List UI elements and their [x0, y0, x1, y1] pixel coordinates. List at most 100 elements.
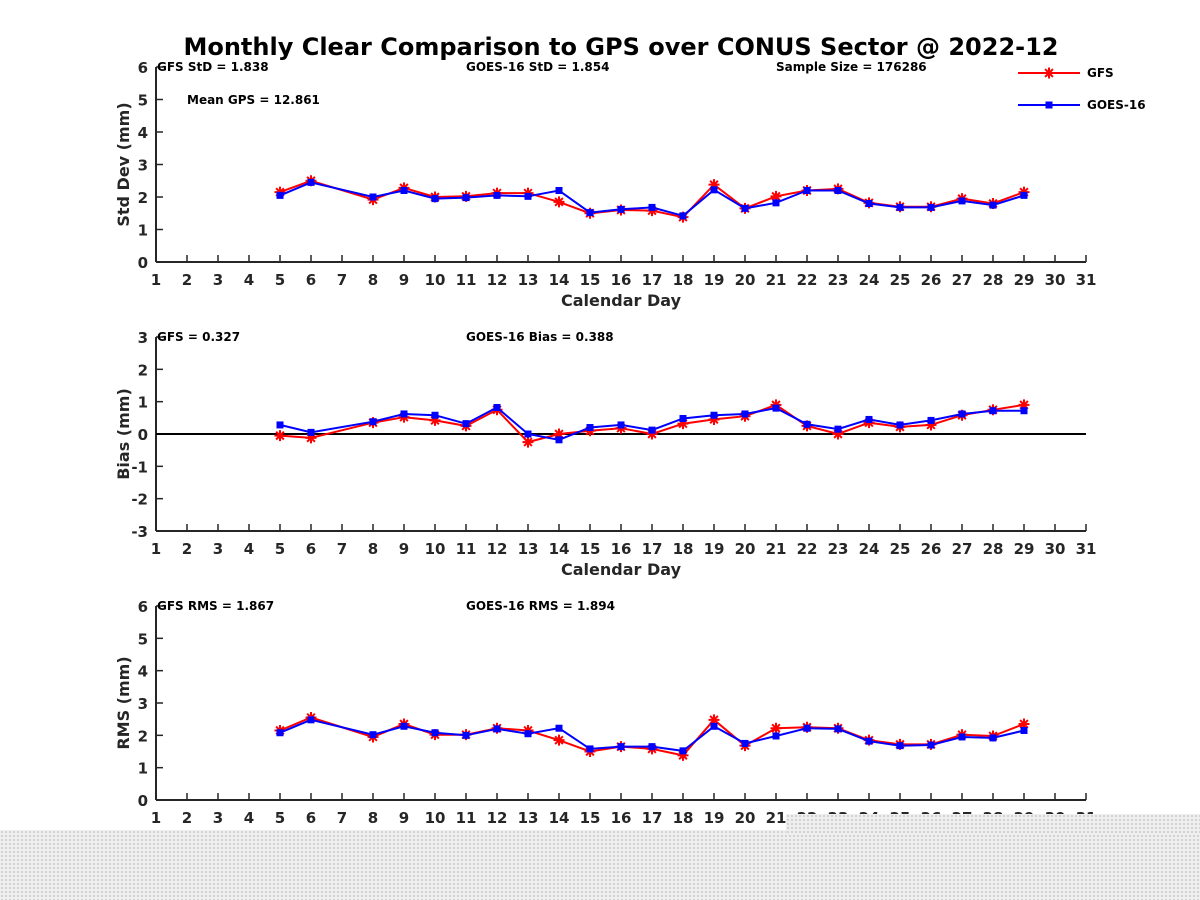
y-tick-label: 4: [138, 663, 148, 681]
x-tick-label: 24: [859, 809, 880, 827]
y-axis-label: RMS (mm): [114, 656, 133, 749]
x-tick-label: 26: [921, 540, 942, 558]
data-point: [710, 186, 718, 194]
data-point: [553, 428, 565, 440]
y-tick-label: 3: [138, 695, 148, 713]
data-point: [741, 410, 749, 418]
x-tick-label: 18: [673, 271, 694, 289]
x-tick-label: 17: [642, 271, 663, 289]
annotation: Mean GPS = 12.861: [187, 93, 320, 107]
data-point: [462, 731, 470, 739]
series-line: [279, 181, 1025, 217]
data-point: [989, 407, 997, 415]
x-tick-label: 27: [952, 540, 973, 558]
annotation: Sample Size = 176286: [776, 60, 927, 74]
x-tick-label: 12: [487, 540, 508, 558]
x-tick-label: 13: [518, 809, 539, 827]
y-tick-label: 5: [138, 630, 148, 648]
x-tick-label: 2: [182, 809, 192, 827]
x-tick-label: 17: [642, 540, 663, 558]
x-tick-label: 12: [487, 271, 508, 289]
x-tick-label: 10: [425, 271, 446, 289]
data-point: [369, 731, 377, 739]
data-point: [832, 428, 844, 440]
data-point: [927, 416, 935, 424]
y-axis-label: Bias (mm): [114, 388, 133, 480]
data-point: [307, 716, 315, 724]
x-tick-label: 25: [890, 540, 911, 558]
series-line: [279, 406, 1024, 441]
x-tick-label: 22: [797, 809, 818, 827]
annotation: GFS = 0.327: [157, 330, 240, 344]
x-tick-label: 19: [704, 809, 725, 827]
data-point: [522, 436, 534, 448]
data-point: [927, 203, 935, 211]
data-point: [586, 745, 594, 753]
data-point: [555, 724, 563, 732]
x-tick-label: 23: [828, 271, 849, 289]
data-point: [400, 722, 408, 730]
data-point: [431, 195, 439, 203]
data-point: [648, 426, 656, 434]
data-point: [741, 739, 749, 747]
x-tick-label: 29: [1014, 271, 1035, 289]
x-tick-label: 29: [1014, 809, 1035, 827]
x-tick-label: 15: [580, 540, 601, 558]
data-point: [400, 410, 408, 418]
x-tick-label: 3: [213, 809, 223, 827]
legend-marker: [1043, 67, 1055, 79]
annotation: GFS RMS = 1.867: [157, 599, 274, 613]
data-point: [1018, 718, 1030, 730]
x-tick-label: 18: [673, 809, 694, 827]
data-point: [369, 418, 377, 426]
data-point: [524, 430, 532, 438]
series-goes-16: [276, 716, 1028, 755]
y-tick-label: 0: [138, 792, 148, 810]
x-tick-label: 30: [1045, 271, 1066, 289]
data-point: [1020, 726, 1028, 734]
x-tick-label: 25: [890, 271, 911, 289]
data-point: [772, 732, 780, 740]
panels: 1 2 3 4 5 6 7 8 9 10 11 12 13 14 15 16 17 18 19 20 21 22 23 24 2…: [114, 59, 1096, 848]
annotation: GOES-16 Bias = 0.388: [466, 330, 614, 344]
x-tick-label: 16: [611, 540, 632, 558]
x-tick-label: 6: [306, 271, 316, 289]
y-axis-label: Std Dev (mm): [114, 102, 133, 226]
data-point: [462, 194, 470, 202]
x-tick-label: 15: [580, 809, 601, 827]
data-point: [555, 187, 563, 194]
x-tick-label: 24: [859, 271, 880, 289]
x-tick-label: 3: [213, 271, 223, 289]
x-tick-label: 7: [337, 809, 347, 827]
data-point: [770, 722, 782, 734]
data-point: [896, 421, 904, 429]
y-tick-label: 6: [138, 598, 148, 616]
legend-label: GOES-16: [1087, 98, 1146, 112]
data-point: [1018, 399, 1030, 411]
series-goes-16: [276, 178, 1028, 220]
data-point: [925, 419, 937, 431]
x-tick-label: 14: [549, 809, 570, 827]
x-tick-label: 21: [766, 809, 787, 827]
data-point: [307, 178, 315, 186]
data-point: [679, 414, 687, 422]
data-point: [989, 201, 997, 209]
data-point: [710, 722, 718, 730]
x-tick-label: 2: [182, 540, 192, 558]
annotation: GOES-16 RMS = 1.894: [466, 599, 615, 613]
annotation: GOES-16 StD = 1.854: [466, 60, 609, 74]
x-tick-label: 22: [797, 271, 818, 289]
x-tick-label: 26: [921, 809, 942, 827]
x-tick-label: 1: [151, 271, 161, 289]
y-tick-label: -2: [131, 491, 148, 509]
x-tick-label: 8: [368, 271, 378, 289]
series-line: [279, 718, 1025, 752]
panel-3: 1 2 3 4 5 6 7 8 9 10 11 12 13 14 15 16 17 18 19 20 21 22 23 24 2…: [114, 598, 1096, 848]
x-tick-label: 29: [1014, 540, 1035, 558]
data-point: [927, 741, 935, 749]
x-tick-label: 20: [735, 540, 756, 558]
annotation: GFS StD = 1.838: [157, 60, 269, 74]
x-tick-label: 14: [549, 540, 570, 558]
data-point: [708, 714, 720, 726]
x-tick-label: 21: [766, 271, 787, 289]
